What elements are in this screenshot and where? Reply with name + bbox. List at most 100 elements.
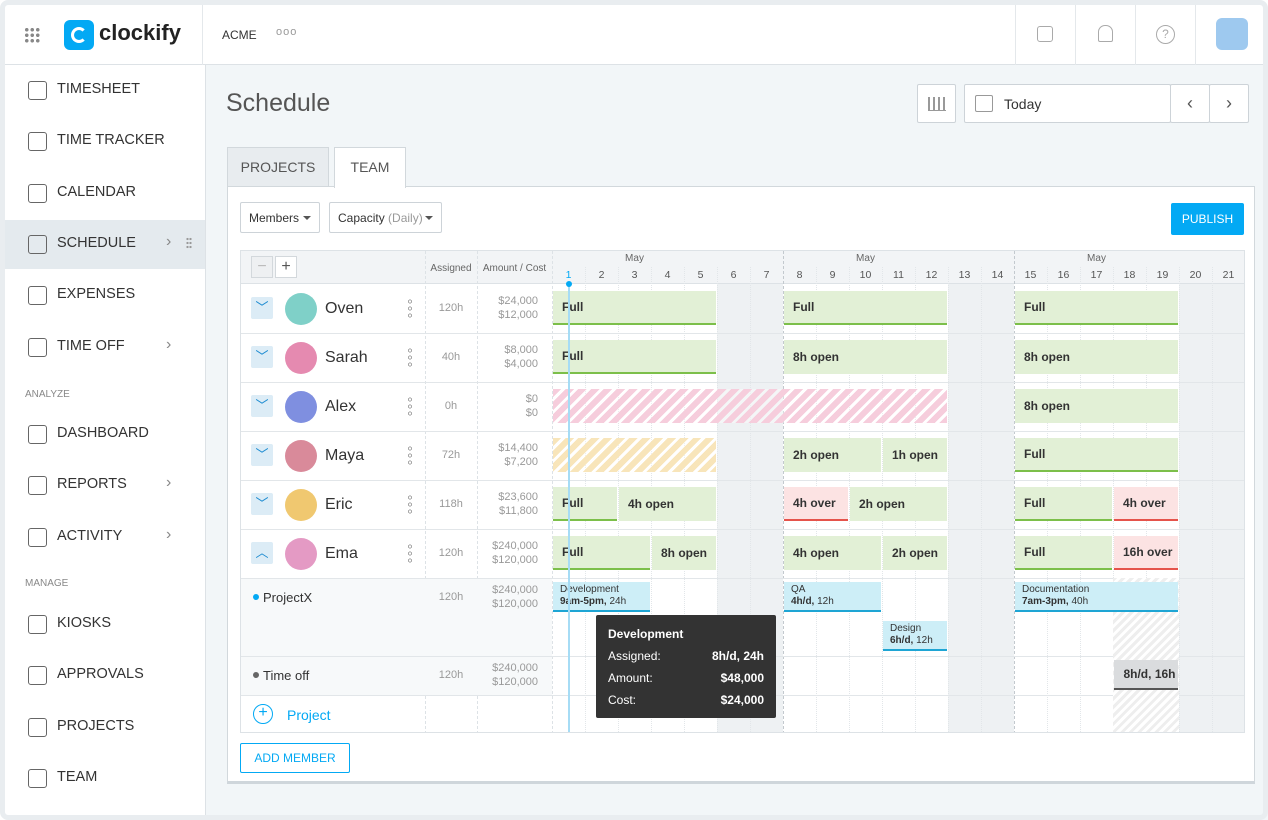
expand-toggle[interactable]: ﹀ <box>251 346 273 368</box>
member-name: Sarah <box>325 349 368 366</box>
schedule-block[interactable]: 8h open <box>652 536 716 570</box>
schedule-block[interactable] <box>553 438 716 472</box>
schedule-block[interactable]: 2h open <box>850 487 947 521</box>
zoom-out[interactable]: − <box>251 256 273 278</box>
task-detail: 8h/d, 16h <box>1123 668 1175 680</box>
day-label: 1 <box>565 269 572 281</box>
schedule-block[interactable]: 4h over <box>784 487 848 521</box>
logo-text[interactable]: clockify <box>99 20 181 45</box>
schedule-block[interactable]: QA 4h/d, 12h <box>784 582 881 612</box>
project-row-bg <box>241 579 552 656</box>
schedule-block[interactable]: 2h open <box>784 438 881 472</box>
schedule-block[interactable]: 8h open <box>784 340 947 374</box>
more-icon[interactable]: ooo <box>276 26 298 38</box>
schedule-block[interactable]: 8h open <box>1015 340 1178 374</box>
date-picker[interactable]: Today <box>964 84 1171 123</box>
schedule-block[interactable]: 1h open <box>883 438 947 472</box>
row-line <box>241 480 1244 481</box>
schedule-block[interactable]: Full <box>1015 291 1178 325</box>
nav-item[interactable]: TIMESHEET <box>57 81 140 97</box>
schedule-block[interactable]: 2h open <box>883 536 947 570</box>
zoom-in[interactable]: + <box>275 256 297 278</box>
schedule-block[interactable]: Full <box>1015 438 1178 472</box>
day-line <box>948 267 949 732</box>
add-project[interactable]: Project <box>287 707 331 723</box>
expand-toggle[interactable]: ︿ <box>251 542 273 564</box>
schedule-block[interactable]: Full <box>1015 487 1112 521</box>
nav-item[interactable]: EXPENSES <box>57 286 136 302</box>
day-label: 12 <box>925 269 938 281</box>
row-menu[interactable] <box>408 298 412 318</box>
next-button[interactable]: › <box>1209 84 1249 123</box>
schedule-block[interactable]: 8h/d, 16h <box>1114 660 1178 690</box>
day-label: 4 <box>664 269 671 281</box>
row-menu[interactable] <box>408 445 412 465</box>
user-avatar[interactable] <box>1216 18 1248 50</box>
row-menu[interactable] <box>408 396 412 416</box>
capacity-filter[interactable]: Capacity (Daily) <box>329 202 442 233</box>
help-icon[interactable]: ? <box>1156 25 1175 44</box>
weekend-shade <box>981 284 1014 732</box>
schedule-block[interactable]: 4h open <box>619 487 716 521</box>
chart-button[interactable] <box>917 84 956 123</box>
row-menu[interactable] <box>408 543 412 563</box>
day-label: 13 <box>958 269 971 281</box>
chevron: › <box>166 526 172 543</box>
nav-item[interactable]: SCHEDULE <box>57 235 136 251</box>
drag-handle <box>186 237 192 249</box>
publish-button[interactable]: PUBLISH <box>1171 203 1244 235</box>
tab[interactable]: PROJECTS <box>227 147 329 187</box>
nav-item[interactable]: CALENDAR <box>57 184 136 200</box>
nav-item[interactable]: ACTIVITY <box>57 528 123 544</box>
task-title: Design <box>890 623 922 634</box>
nav-item[interactable]: TIME OFF <box>57 338 125 354</box>
tab-active[interactable]: TEAM <box>334 147 406 188</box>
nav-item[interactable]: PROJECTS <box>57 718 135 734</box>
nav-item[interactable]: DASHBOARD <box>57 425 149 441</box>
cost: $0 <box>525 407 538 419</box>
prev-button[interactable]: ‹ <box>1170 84 1210 123</box>
schedule-block[interactable]: 16h over <box>1114 536 1178 570</box>
expand-toggle[interactable]: ﹀ <box>251 297 273 319</box>
avatar <box>285 391 317 423</box>
row-menu[interactable] <box>408 494 412 514</box>
apps-icon[interactable] <box>24 27 40 43</box>
schedule-block[interactable]: Design 6h/d, 12h <box>883 621 947 651</box>
row-menu[interactable] <box>408 347 412 367</box>
schedule-block[interactable]: 4h open <box>784 536 881 570</box>
chevron: › <box>166 233 172 250</box>
task-hours: 24h <box>609 596 627 607</box>
add-project-icon[interactable]: + <box>253 704 273 724</box>
notifications-icon[interactable] <box>1098 25 1113 42</box>
day-label: 20 <box>1189 269 1202 281</box>
schedule-block[interactable]: 4h over <box>1114 487 1178 521</box>
nav-item[interactable]: APPROVALS <box>57 666 144 682</box>
schedule-block[interactable]: Full <box>784 291 947 325</box>
day-line <box>750 267 751 732</box>
expand-toggle[interactable]: ﹀ <box>251 493 273 515</box>
members-filter[interactable]: Members <box>240 202 320 233</box>
amount: $240,000 <box>492 584 538 596</box>
nav-item[interactable]: REPORTS <box>57 476 127 492</box>
expand-toggle[interactable]: ﹀ <box>251 395 273 417</box>
day-label: 6 <box>730 269 737 281</box>
schedule-block[interactable]: Documentation 7am-3pm, 40h <box>1015 582 1178 612</box>
schedule-block[interactable]: Full <box>553 340 716 374</box>
expand-toggle[interactable]: ﹀ <box>251 444 273 466</box>
filter-label: Capacity <box>338 211 385 225</box>
schedule-block[interactable]: 8h open <box>1015 389 1178 423</box>
schedule-block[interactable]: Full <box>1015 536 1112 570</box>
workspace[interactable]: ACME <box>222 28 257 42</box>
task-rate: 6h/d, <box>890 635 914 646</box>
column-line <box>425 251 426 732</box>
nav-item[interactable]: TIME TRACKER <box>57 132 165 148</box>
schedule-block[interactable]: Full <box>553 487 617 521</box>
day-label: 18 <box>1123 269 1136 281</box>
extensions-icon[interactable] <box>1037 26 1053 42</box>
nav-item[interactable]: KIOSKS <box>57 615 111 631</box>
schedule-block[interactable]: Full <box>553 291 716 325</box>
schedule-block[interactable] <box>553 389 947 423</box>
nav-item[interactable]: TEAM <box>57 769 98 785</box>
tooltip-label: Assigned: <box>608 649 661 663</box>
add-member-button[interactable]: ADD MEMBER <box>240 743 350 773</box>
